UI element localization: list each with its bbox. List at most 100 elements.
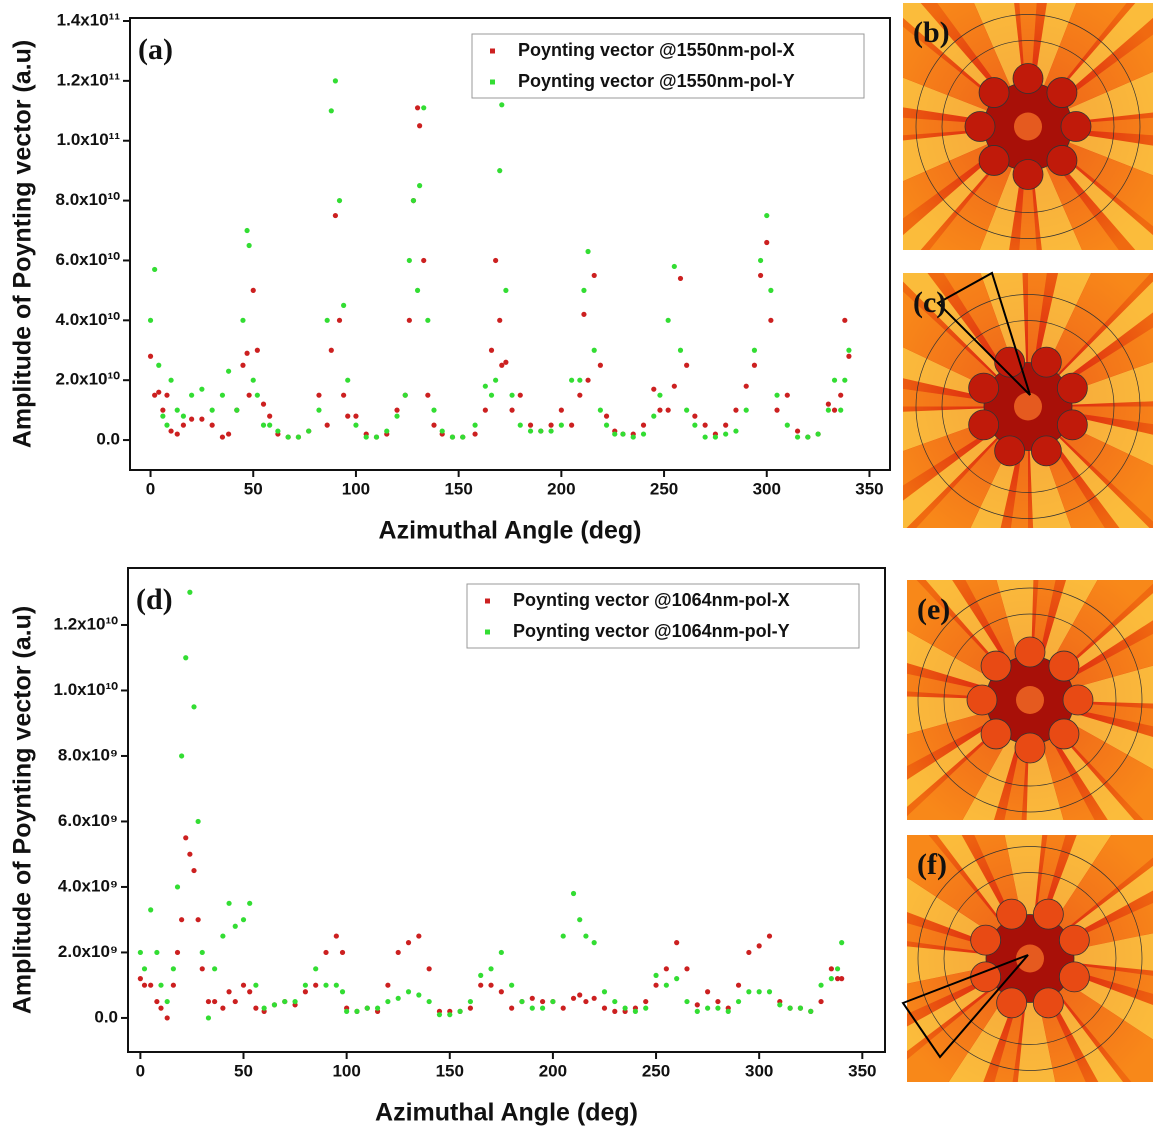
data-point: [482, 383, 488, 389]
data-point: [805, 434, 811, 440]
data-point: [205, 998, 212, 1005]
data-point: [220, 933, 226, 939]
data-point: [640, 422, 647, 428]
cavity: [1032, 898, 1064, 930]
cavity: [1046, 77, 1078, 108]
data-point: [168, 377, 174, 383]
data-point: [581, 287, 587, 293]
data-point: [187, 851, 193, 857]
data-point: [240, 362, 246, 368]
data-point: [794, 428, 801, 434]
field-ring: [941, 40, 1115, 213]
data-point: [842, 377, 848, 383]
x-tick-label: 50: [244, 479, 263, 498]
data-point: [558, 422, 564, 428]
data-point: [244, 227, 250, 234]
data-point: [597, 407, 603, 413]
legend-marker: [490, 79, 495, 85]
cavity: [978, 77, 1010, 108]
data-point: [705, 1005, 711, 1011]
data-point: [560, 1005, 566, 1011]
data-point: [539, 1005, 546, 1011]
cavity: [1048, 650, 1080, 682]
data-point: [712, 434, 719, 440]
cavity: [966, 684, 998, 716]
data-point: [168, 428, 174, 434]
data-point: [219, 392, 226, 398]
data-point: [156, 389, 162, 395]
data-point: [478, 972, 484, 978]
data-point: [577, 917, 583, 923]
field-ray: [903, 273, 1028, 407]
data-point: [328, 347, 334, 353]
data-point: [519, 998, 525, 1005]
y-tick-label: 8.0x10¹⁰: [56, 190, 121, 209]
x-tick-label: 350: [855, 479, 883, 498]
data-point: [152, 266, 158, 273]
data-point: [825, 407, 831, 413]
data-point: [665, 407, 671, 413]
cavity: [980, 718, 1012, 750]
data-point: [838, 407, 844, 413]
data-point: [493, 257, 499, 264]
data-point: [723, 422, 729, 428]
x-tick-label: 200: [547, 479, 575, 498]
x-tick-label: 0: [146, 479, 155, 498]
data-point: [240, 982, 247, 988]
data-point: [426, 966, 432, 972]
data-point: [199, 949, 205, 956]
data-point: [406, 317, 412, 323]
data-point: [244, 350, 250, 356]
cavity: [970, 924, 1002, 956]
data-point: [374, 1005, 381, 1011]
data-point: [341, 302, 347, 308]
data-point: [570, 890, 577, 897]
cavity: [1058, 961, 1090, 993]
data-point: [332, 212, 339, 219]
data-point: [509, 1005, 515, 1011]
wedge: [901, 954, 1029, 1059]
field-ray: [1028, 126, 1082, 250]
data-point: [174, 407, 180, 413]
data-point: [425, 317, 431, 323]
data-point: [234, 407, 240, 413]
data-point: [220, 1005, 226, 1011]
data-point: [784, 422, 790, 428]
data-point: [180, 422, 187, 428]
data-point: [339, 989, 346, 995]
x-tick-label: 250: [650, 479, 678, 498]
cavity: [1012, 159, 1044, 190]
data-point: [503, 287, 509, 293]
data-point: [581, 311, 587, 317]
data-point: [653, 982, 659, 988]
data-point: [757, 272, 764, 279]
data-point: [517, 392, 523, 398]
data-point: [839, 976, 845, 982]
data-point: [560, 933, 566, 939]
cavity: [1056, 372, 1088, 404]
core-glow: [1016, 686, 1044, 714]
data-point: [591, 347, 597, 353]
y-tick-label: 0.0: [96, 430, 120, 449]
field-ray: [903, 291, 1028, 407]
data-point: [402, 392, 408, 398]
data-point: [569, 422, 575, 428]
data-point: [591, 995, 597, 1001]
data-point: [364, 1005, 370, 1011]
wedge: [936, 271, 1031, 396]
data-point: [253, 1005, 259, 1011]
data-point: [529, 995, 535, 1001]
data-point: [260, 422, 267, 428]
data-point: [756, 989, 762, 995]
data-point: [328, 108, 334, 114]
field-ray: [1030, 700, 1095, 820]
data-point: [405, 940, 412, 946]
x-tick-label: 250: [642, 1061, 670, 1080]
data-point: [353, 413, 359, 419]
data-point: [488, 392, 495, 398]
data-point: [550, 998, 556, 1005]
data-point: [354, 1008, 360, 1014]
field-ray: [903, 406, 1028, 451]
data-point: [630, 434, 636, 440]
data-point: [808, 1008, 814, 1014]
